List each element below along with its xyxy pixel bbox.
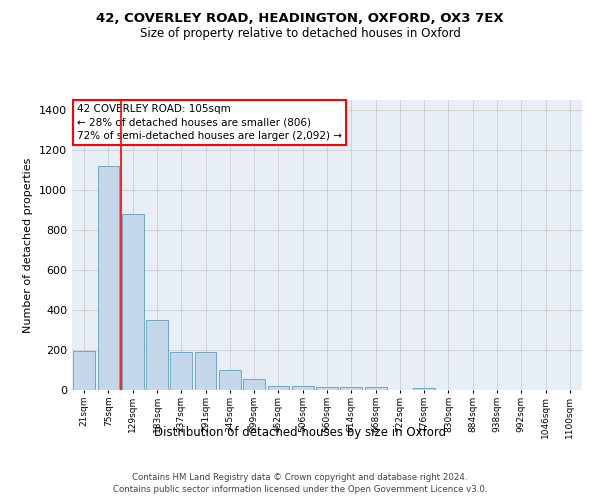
Bar — [146, 320, 168, 390]
Bar — [243, 379, 265, 390]
Bar — [97, 166, 119, 390]
Text: Contains HM Land Registry data © Crown copyright and database right 2024.
Contai: Contains HM Land Registry data © Crown c… — [113, 472, 487, 494]
Text: Size of property relative to detached houses in Oxford: Size of property relative to detached ho… — [140, 28, 460, 40]
Y-axis label: Number of detached properties: Number of detached properties — [23, 158, 34, 332]
Bar — [170, 352, 192, 390]
Bar — [194, 352, 217, 390]
Bar — [73, 351, 95, 390]
Bar — [122, 214, 143, 390]
Text: 42 COVERLEY ROAD: 105sqm
← 28% of detached houses are smaller (806)
72% of semi-: 42 COVERLEY ROAD: 105sqm ← 28% of detach… — [77, 104, 342, 141]
Bar — [413, 388, 435, 390]
Bar — [268, 386, 289, 390]
Bar — [292, 386, 314, 390]
Bar — [365, 387, 386, 390]
Bar — [340, 387, 362, 390]
Text: Distribution of detached houses by size in Oxford: Distribution of detached houses by size … — [154, 426, 446, 439]
Bar — [316, 387, 338, 390]
Bar — [219, 370, 241, 390]
Text: 42, COVERLEY ROAD, HEADINGTON, OXFORD, OX3 7EX: 42, COVERLEY ROAD, HEADINGTON, OXFORD, O… — [96, 12, 504, 26]
